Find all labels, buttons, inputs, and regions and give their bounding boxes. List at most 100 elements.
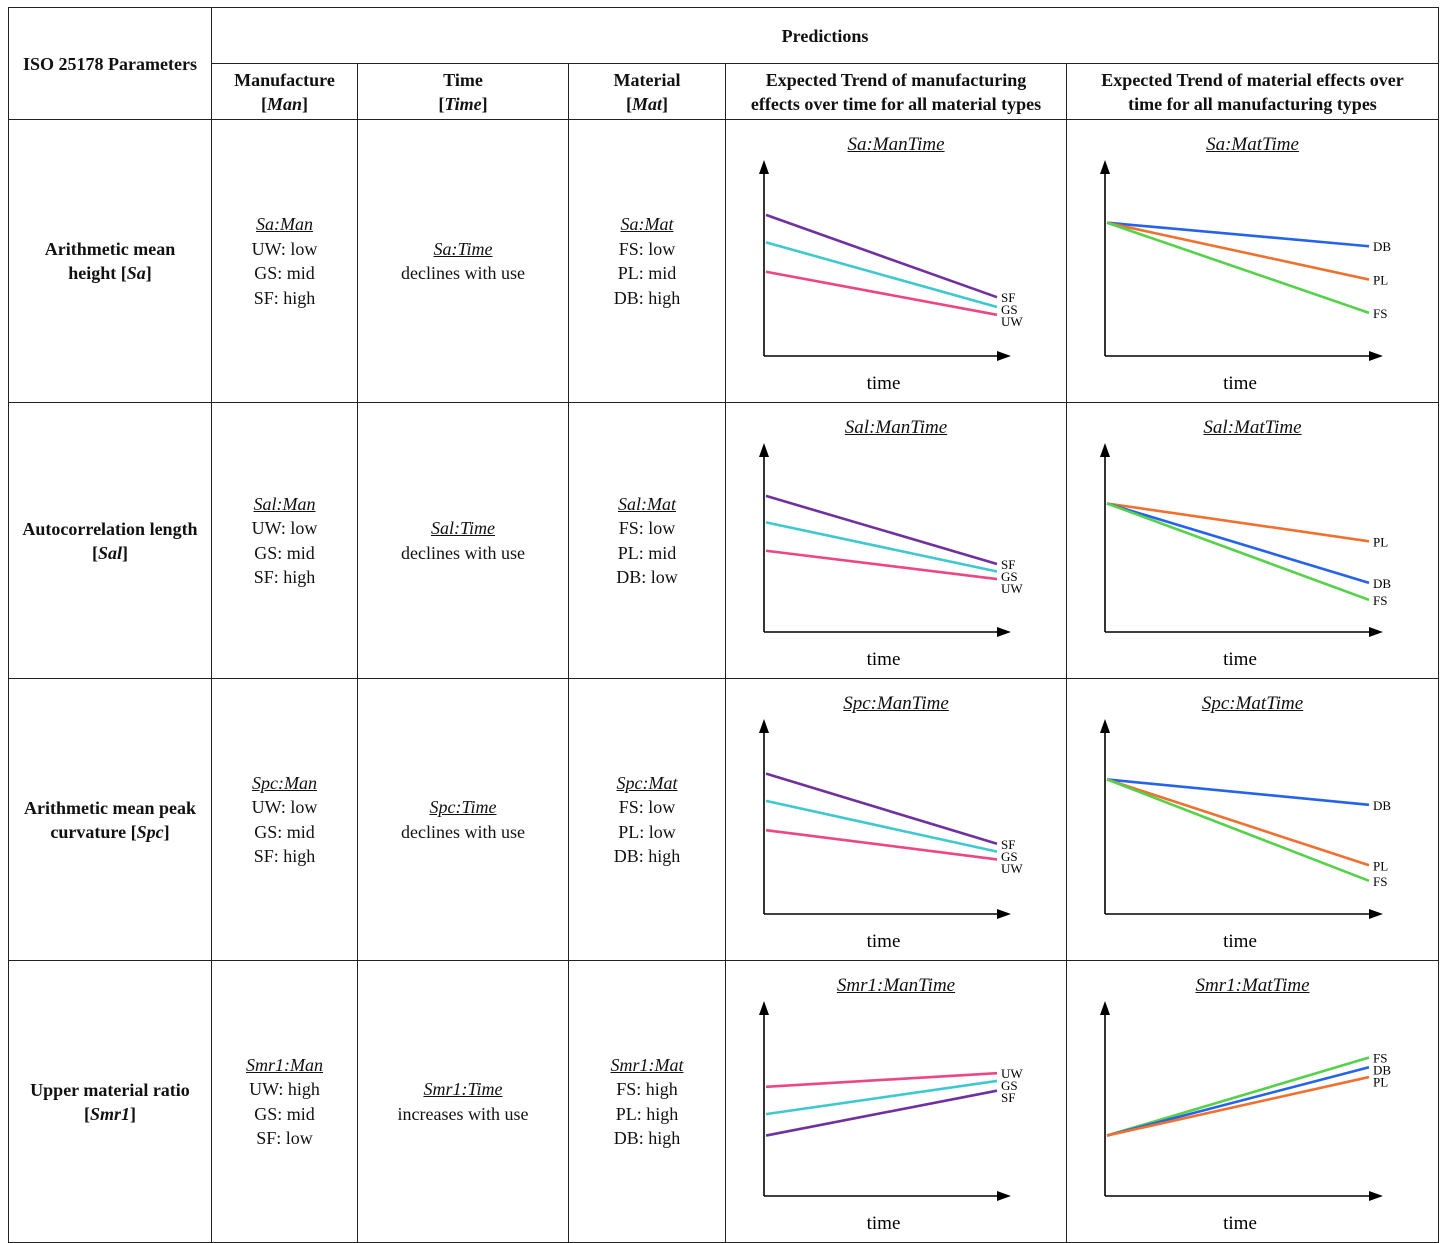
series-label-sf: SF xyxy=(1001,1090,1015,1105)
series-label-sf: SF xyxy=(1001,290,1015,305)
mat-trend-chart: time DB PL FS xyxy=(1100,160,1391,394)
y-axis-arrow xyxy=(759,160,769,174)
mat-trend-header: Expected Trend of material effects over t… xyxy=(1065,63,1440,120)
predictions-table: ISO 25178 Parameters Predictions Manufac… xyxy=(8,7,1440,1243)
manufacture-header: Manufacture [Man] xyxy=(211,63,358,120)
mat-trend-chart: time PL DB FS xyxy=(1100,443,1391,670)
series-line-uw xyxy=(765,1071,998,1089)
series-line-db xyxy=(1106,778,1370,807)
series-label-sf: SF xyxy=(1001,557,1015,572)
x-axis-label: time xyxy=(867,649,901,670)
mat-trend-chart-cell: Sal:MatTime time PL DB FS xyxy=(1065,402,1440,679)
series-line-sf xyxy=(765,494,998,566)
series-label-fs: FS xyxy=(1373,1051,1387,1066)
parameter-name: Arithmetic mean peak curvature [Spc] xyxy=(8,678,212,961)
material-header: Material [Mat] xyxy=(568,63,726,120)
material-cell: Spc:Mat FS: low PL: low DB: high xyxy=(568,678,726,961)
series-line-uw xyxy=(765,549,998,581)
series-label-uw: UW xyxy=(1001,861,1023,876)
series-line-gs xyxy=(765,1079,998,1116)
chart-title: Sa:ManTime xyxy=(847,134,945,155)
y-axis-arrow xyxy=(759,443,769,457)
series-label-pl: PL xyxy=(1373,858,1388,873)
series-line-gs xyxy=(765,241,998,309)
x-axis-label: time xyxy=(867,373,901,394)
x-axis-label: time xyxy=(1223,931,1257,952)
mat-trend-chart-cell: Spc:MatTime time DB PL FS xyxy=(1065,678,1440,961)
x-axis-arrow xyxy=(997,627,1011,637)
series-line-sf xyxy=(765,772,998,846)
manufacture-cell: Smr1:Man UW: high GS: mid SF: low xyxy=(211,960,358,1243)
time-cell: Sal:Time declines with use xyxy=(357,402,569,679)
series-line-db xyxy=(1106,1066,1370,1137)
x-axis-label: time xyxy=(1223,373,1257,394)
manufacture-cell: Sa:Man UW: low GS: mid SF: high xyxy=(211,119,358,403)
x-axis-arrow xyxy=(997,1191,1011,1201)
series-label-pl: PL xyxy=(1373,534,1388,549)
series-label-db: DB xyxy=(1373,798,1391,813)
table-row: Autocorrelation length [Sal] Sal:Man UW: … xyxy=(8,402,1440,679)
manufacture-cell: Spc:Man UW: low GS: mid SF: high xyxy=(211,678,358,961)
man-trend-chart-cell: Smr1:ManTime time UW GS SF xyxy=(725,960,1067,1243)
series-line-pl xyxy=(1106,778,1370,867)
series-label-sf: SF xyxy=(1001,837,1015,852)
time-header: Time [Time] xyxy=(357,63,569,120)
x-axis-label: time xyxy=(867,1213,901,1234)
material-cell: Sal:Mat FS: low PL: mid DB: low xyxy=(568,402,726,679)
parameter-name: Upper material ratio [Smr1] xyxy=(8,960,212,1243)
series-line-sf xyxy=(765,213,998,299)
series-label-uw: UW xyxy=(1001,314,1023,329)
series-line-pl xyxy=(1106,221,1370,281)
y-axis-arrow xyxy=(1100,719,1110,733)
series-line-sf xyxy=(765,1089,998,1137)
series-label-fs: FS xyxy=(1373,874,1387,889)
x-axis-label: time xyxy=(867,931,901,952)
man-trend-header: Expected Trend of manufacturing effects o… xyxy=(725,63,1067,120)
series-line-gs xyxy=(765,521,998,573)
series-line-db xyxy=(1106,502,1370,585)
x-axis-label: time xyxy=(1223,1213,1257,1234)
time-cell: Spc:Time declines with use xyxy=(357,678,569,961)
series-label-uw: UW xyxy=(1001,1066,1023,1081)
man-trend-chart-cell: Sa:ManTime time SF GS UW xyxy=(725,119,1067,403)
x-axis-arrow xyxy=(1369,1191,1383,1201)
series-line-uw xyxy=(765,828,998,861)
mat-trend-chart-cell: Sa:MatTime time DB PL FS xyxy=(1065,119,1440,403)
series-label-gs: GS xyxy=(1001,302,1018,317)
chart-title: Sa:MatTime xyxy=(1206,134,1299,155)
series-line-fs xyxy=(1106,502,1370,602)
predictions-header: Predictions xyxy=(210,7,1440,64)
chart-title: Spc:ManTime xyxy=(843,693,949,714)
y-axis-arrow xyxy=(1100,1001,1110,1015)
table-row: Upper material ratio [Smr1] Smr1:Man UW: … xyxy=(8,960,1440,1243)
series-label-db: DB xyxy=(1373,576,1391,591)
series-label-pl: PL xyxy=(1373,1075,1388,1090)
time-cell: Smr1:Time increases with use xyxy=(357,960,569,1243)
parameter-name: Autocorrelation length [Sal] xyxy=(8,402,212,679)
series-label-gs: GS xyxy=(1001,1078,1018,1093)
chart-title: Smr1:MatTime xyxy=(1195,975,1310,996)
series-label-pl: PL xyxy=(1373,273,1388,288)
chart-title: Sal:ManTime xyxy=(844,417,948,438)
chart-title: Sal:MatTime xyxy=(1203,417,1302,438)
x-axis-arrow xyxy=(1369,627,1383,637)
series-label-fs: FS xyxy=(1373,306,1387,321)
y-axis-arrow xyxy=(759,719,769,733)
chart-title: Spc:MatTime xyxy=(1201,693,1304,714)
series-line-pl xyxy=(1106,1075,1370,1137)
table-row: Arithmetic mean height [Sa] Sa:Man UW: lo… xyxy=(8,119,1440,403)
param-column-header: ISO 25178 Parameters xyxy=(8,7,212,120)
manufacture-cell: Sal:Man UW: low GS: mid SF: high xyxy=(211,402,358,679)
series-label-db: DB xyxy=(1373,239,1391,254)
x-axis-arrow xyxy=(997,909,1011,919)
y-axis-arrow xyxy=(759,1001,769,1015)
parameter-name: Arithmetic mean height [Sa] xyxy=(8,119,212,403)
x-axis-arrow xyxy=(997,351,1011,361)
series-label-fs: FS xyxy=(1373,593,1387,608)
series-label-gs: GS xyxy=(1001,849,1018,864)
